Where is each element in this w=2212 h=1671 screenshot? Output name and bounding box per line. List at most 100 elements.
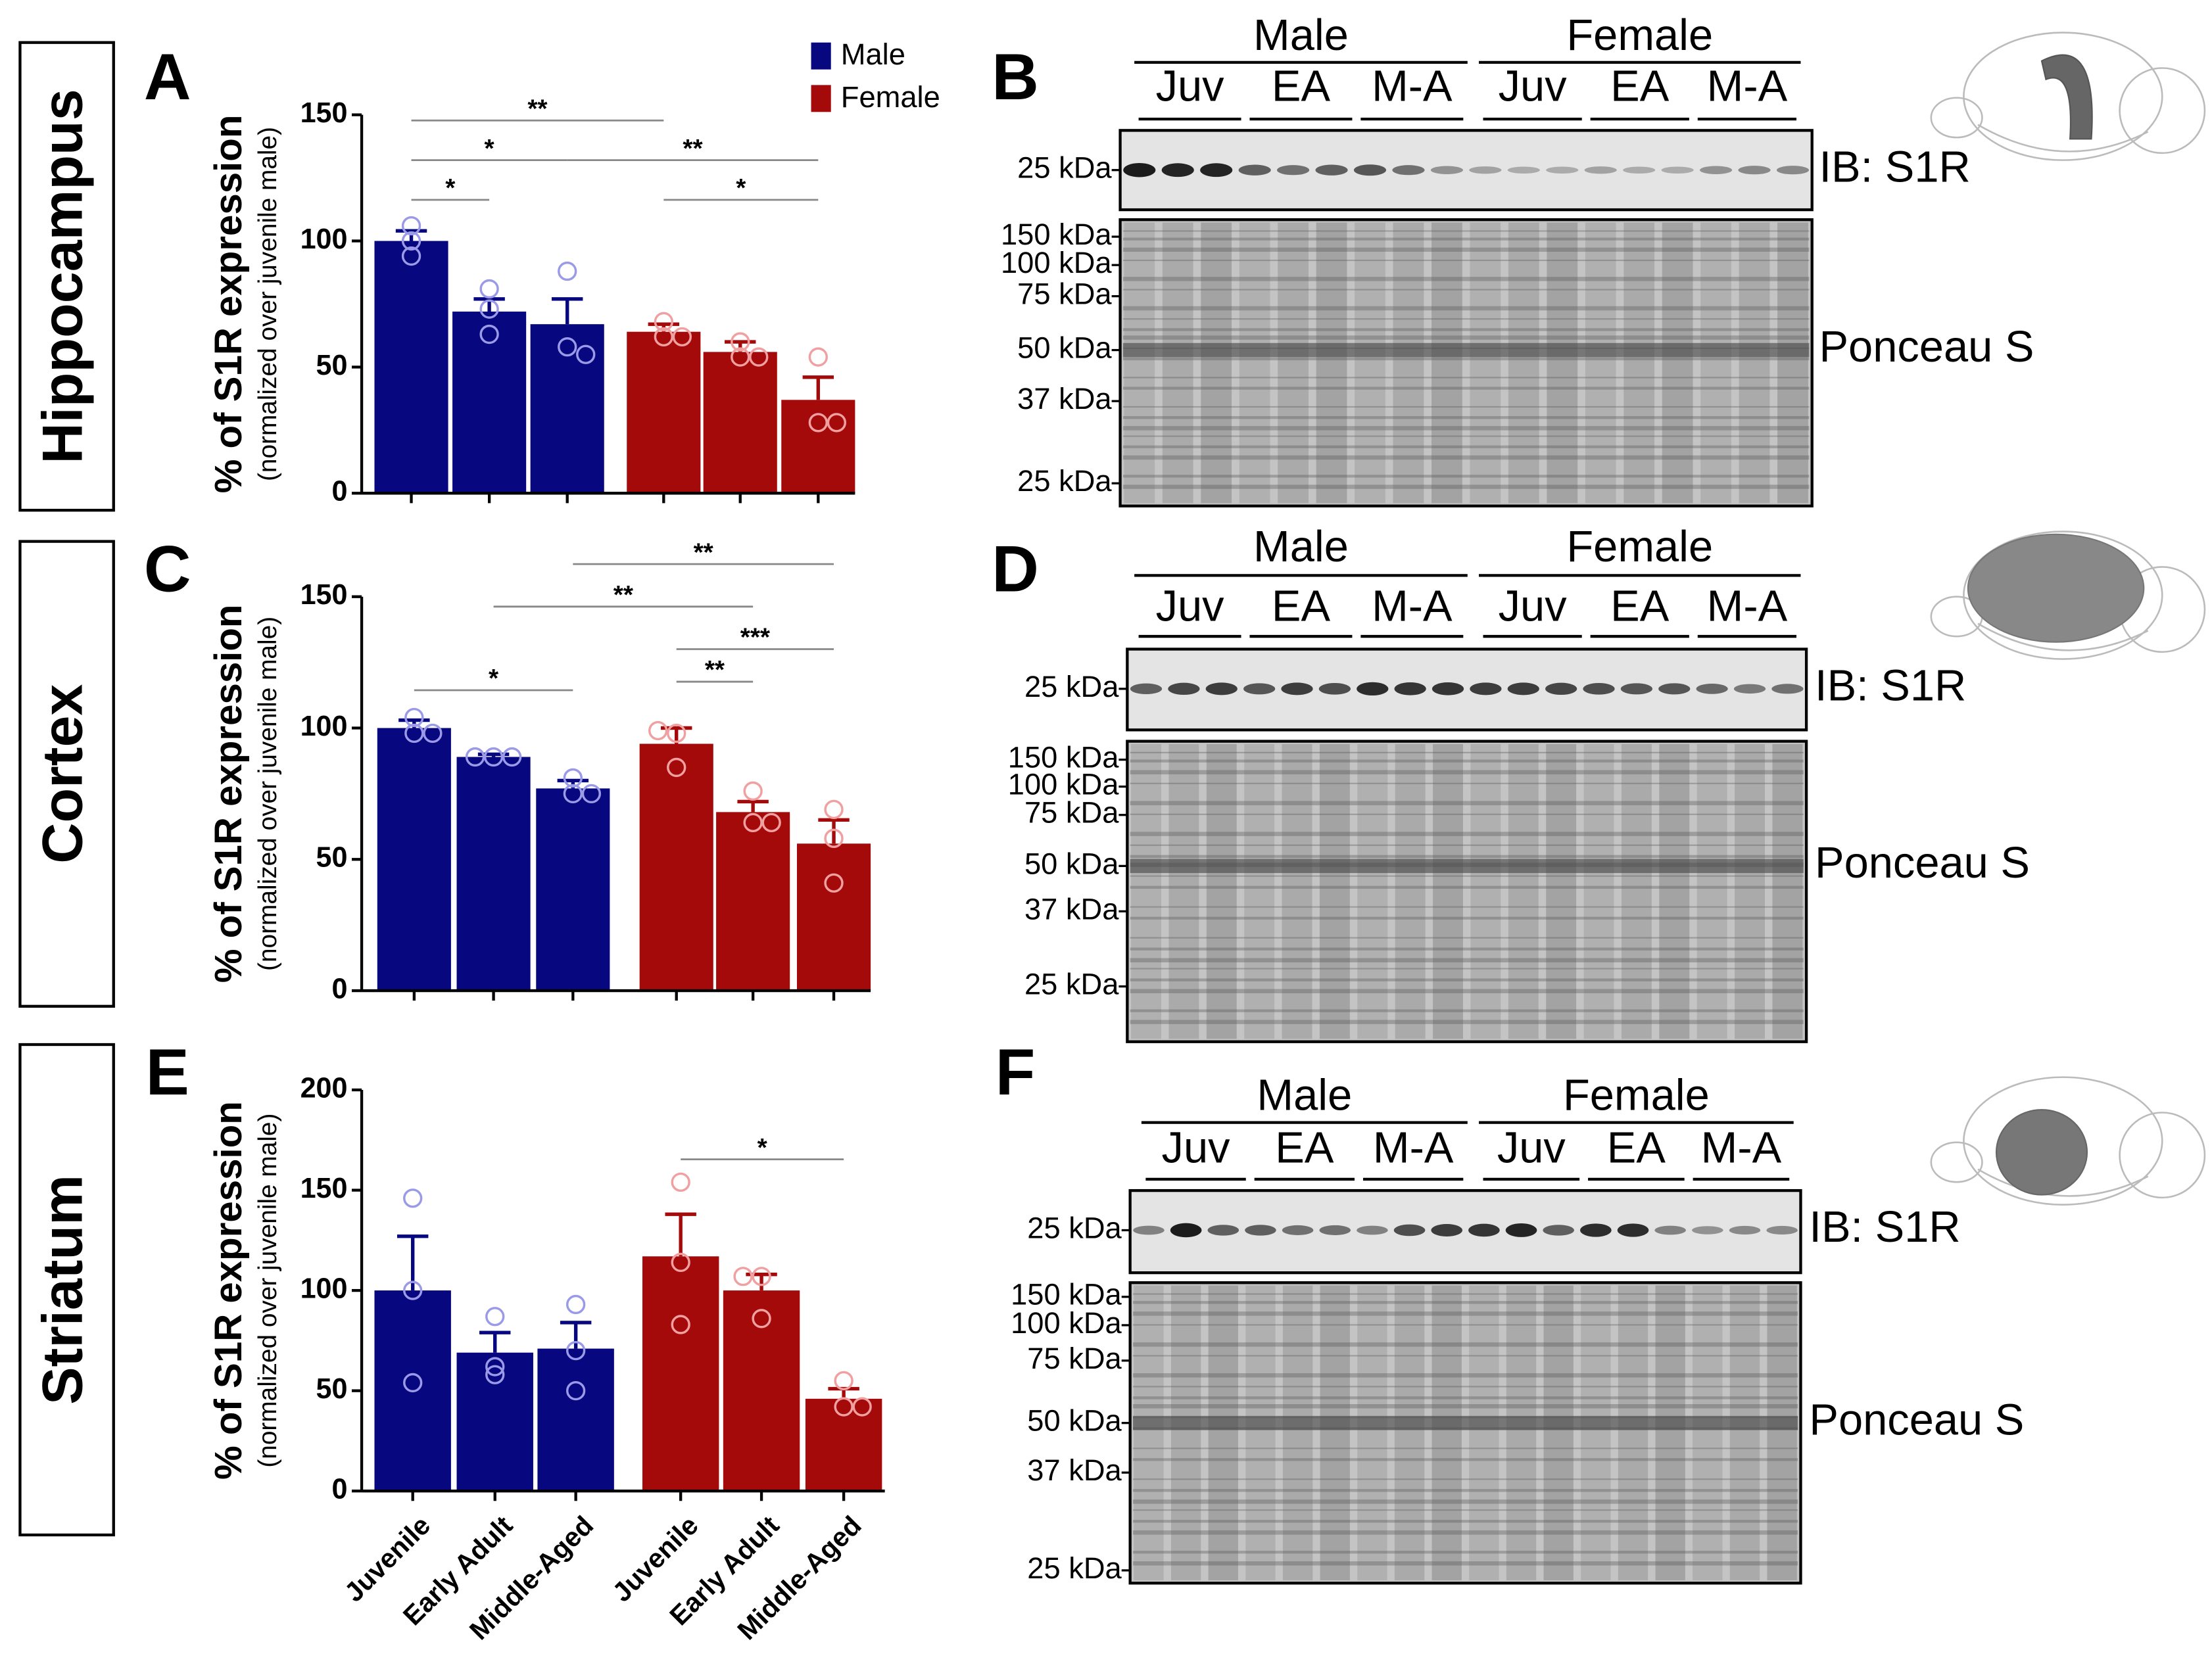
y-axis-label: % of S1R expression [207,115,250,494]
ib-band [1282,1225,1314,1236]
ib-band [1281,682,1313,695]
brain-cerebellum [2119,1112,2206,1199]
lane-label: M-A [1707,582,1788,631]
panel-letter: C [144,532,191,605]
ib-band [1766,1225,1798,1235]
bar [452,311,527,494]
ib-band [1468,1223,1500,1237]
data-point [749,347,769,367]
y-axis-sublabel: (normalized over juvenile male) [254,1114,282,1468]
data-point [558,261,577,281]
brain-bulb [1930,97,1983,139]
y-tick-label: 150 [301,1173,348,1204]
marker-label: 25 kDa [1024,968,1119,1001]
ponceau-main-band [1122,342,1810,358]
panel-letter: D [992,532,1039,605]
data-point [752,1309,771,1329]
y-tick-label: 0 [332,1474,348,1505]
data-point [752,1267,771,1286]
ib-band [1200,163,1233,177]
ib-band [1584,166,1617,174]
data-point [401,231,421,251]
lane-label: Juv [1162,1123,1231,1172]
bar [639,743,713,991]
data-point [824,873,844,893]
ponceau-lane [1543,1285,1574,1581]
ponceau-lane [1357,743,1388,1039]
ponceau-lane [1282,743,1312,1039]
ponceau-lane [1508,222,1539,504]
marker-label: 37 kDa [1024,892,1119,926]
ponceau-lane [1767,1285,1797,1581]
data-point [581,784,602,804]
data-point [743,781,763,801]
brain-cortex [1963,1076,2163,1206]
ib-band [1318,683,1351,695]
significance-label: *** [740,624,771,652]
legend-swatch [811,85,831,112]
ponceau-lane [1735,743,1765,1039]
ponceau-lane [1316,222,1347,504]
ponceau-lane [1244,743,1275,1039]
ib-band [1696,683,1728,694]
marker-label: 150 kDa [1001,218,1112,251]
data-point [672,327,692,347]
data-point [401,246,421,266]
marker-label: 75 kDa [1024,796,1119,830]
data-point [479,324,499,344]
significance-label: ** [705,656,725,684]
brain-cerebellum [2119,67,2206,154]
legend-label: Female [841,80,940,114]
data-point [479,299,499,319]
ponceau-lane [1431,222,1462,504]
ib-band [1771,684,1804,694]
ib-band [1507,682,1539,695]
region-label: Cortex [31,684,94,864]
ib-band [1170,1223,1202,1238]
error-bar [560,1321,592,1349]
ib-band [1661,166,1694,174]
ib-band [1315,164,1348,176]
ib-label: IB: S1R [1819,143,1971,191]
lane-label: EA [1275,1123,1334,1172]
error-bar [665,1212,696,1257]
significance-label: * [485,135,495,163]
ib-band [1168,682,1200,695]
panel-letter: A [144,41,191,114]
ib-band [1392,165,1425,176]
brain-contour [1977,623,2149,651]
lane-label: M-A [1701,1123,1782,1172]
ponceau-lane [1772,743,1803,1039]
legend-label: Male [841,37,905,71]
ib-band [1430,166,1463,174]
lane-label: Juv [1499,582,1568,631]
region-box [18,1043,115,1537]
ponceau-lane [1208,1285,1238,1581]
ponceau-lane [1124,222,1155,504]
ponceau-lane [1581,1285,1611,1581]
y-tick-label: 0 [332,973,348,1004]
ib-band [1357,682,1389,695]
bar [805,1398,882,1492]
ponceau-label: Ponceau S [1815,839,2030,887]
data-point [404,723,424,743]
marker-label: 150 kDa [1011,1278,1122,1311]
marker-label: 50 kDa [1027,1404,1122,1438]
region-label: Striatum [31,1175,94,1405]
ponceau-lane [1162,222,1193,504]
marker-label: 100 kDa [1011,1306,1122,1340]
data-point [423,723,443,743]
data-point [731,332,750,352]
y-axis-label: % of S1R expression [207,1101,250,1480]
y-axis-label: % of S1R expression [207,605,250,983]
ib-band [1700,166,1733,174]
y-tick-label: 50 [316,350,348,381]
marker-label: 25 kDa [1017,151,1112,185]
data-point [671,1252,690,1273]
y-tick-label: 100 [301,1273,348,1304]
ib-band [1507,166,1540,174]
ib-band [1738,166,1771,175]
ponceau-lane [1469,1285,1499,1581]
ponceau-membrane [1128,1281,1802,1585]
